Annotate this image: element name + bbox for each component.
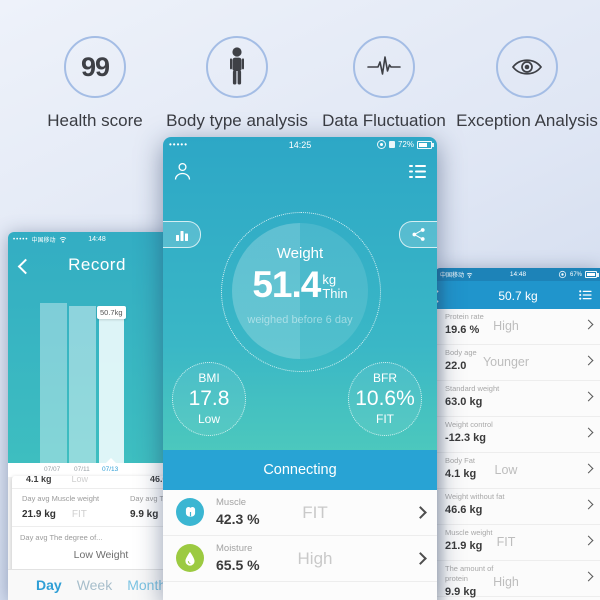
signal-dots: •••••	[13, 236, 29, 243]
metric-status: FIT	[71, 509, 87, 520]
status-bar: ••••• 中国移动 14:48	[8, 232, 186, 247]
feature-health-score: 99 Health score	[10, 36, 180, 131]
feature-data-fluctuation: Data Fluctuation	[299, 36, 469, 131]
record-summary-panel: 07/07 07/11 07/13 4.1 kg Low 46.6 kg Day…	[8, 458, 186, 600]
orientation-lock-icon	[376, 140, 386, 149]
pulse-icon	[353, 36, 415, 98]
status: Low	[71, 476, 89, 484]
person-icon	[206, 36, 268, 98]
selected-bar-notch	[106, 458, 116, 463]
score-99-badge: 99	[80, 51, 110, 82]
feature-label: Data Fluctuation	[322, 111, 446, 130]
battery-percent: 67%	[569, 271, 582, 278]
metric-row-weight-control[interactable]: Weight control -12.3 kg	[436, 417, 600, 453]
metric-row-amount-of-protein[interactable]: The amount of protein 9.9 kg High	[436, 561, 600, 598]
chart-x-axis: 07/07 07/11 07/13	[8, 458, 186, 477]
summary-row: Day avg The degree of... Low Weight	[12, 527, 182, 561]
bfr-dial: BFR 10.6% FIT	[348, 362, 422, 436]
detail-header: 50.7 kg	[436, 281, 600, 309]
feature-label: Exception Analysis	[456, 111, 598, 130]
header-weight-title: 50.7 kg	[498, 289, 538, 303]
weighed-note: weighed before 6 day	[247, 314, 353, 326]
date-tick[interactable]: 07/11	[74, 466, 90, 473]
eye-icon	[496, 36, 558, 98]
profile-icon[interactable]	[174, 162, 191, 181]
battery-percent: 72%	[397, 140, 414, 149]
status-time: 14:48	[88, 236, 106, 243]
metric-row-weight-without-fat[interactable]: Weight without fat 46.6 kg	[436, 489, 600, 525]
summary-row: Day avg Muscle weight 21.9 kg FIT Day av…	[12, 489, 182, 527]
weight-value: 51.4	[252, 264, 321, 305]
feature-exception-analysis: Exception Analysis	[442, 36, 600, 131]
metric-row-body-age[interactable]: Body age 22.0 Younger	[436, 345, 600, 381]
battery-icon	[417, 140, 434, 149]
metric-value: 9.9 kg	[130, 509, 159, 520]
metric-row-body-fat[interactable]: Body Fat 4.1 kg Low	[436, 453, 600, 489]
bmi-dial: BMI 17.8 Low	[172, 362, 246, 436]
tab-day[interactable]: Day	[36, 577, 62, 593]
muscle-row[interactable]: Muscle 42.3 % FIT	[163, 490, 437, 536]
list-menu-icon[interactable]	[579, 290, 592, 300]
list-menu-icon[interactable]	[409, 165, 426, 178]
metric-list: Protein rate 19.6 % High Body age 22.0 Y…	[436, 309, 600, 600]
wifi-icon	[466, 272, 473, 278]
metric-label: Day avg Muscle weight	[22, 494, 100, 503]
weight-unit: kg	[322, 272, 337, 287]
record-header: Record	[8, 247, 186, 281]
weight-bar-0711[interactable]	[69, 306, 96, 463]
metric-row-muscle-weight[interactable]: Muscle weight 21.9 kg FIT	[436, 525, 600, 561]
battery-icon	[585, 271, 599, 278]
droplet-icon	[176, 544, 204, 572]
wifi-icon	[59, 237, 66, 243]
share-button[interactable]	[399, 221, 437, 248]
bar-chart-icon	[175, 230, 188, 241]
period-tabs: Day Week Month	[8, 569, 186, 600]
right-phone-detail-screen: 中国移动 14:48 67% 50.7 kg Protein ra	[436, 268, 600, 600]
orientation-lock-icon	[558, 270, 567, 279]
moisture-row[interactable]: Moisture 65.5 % High	[163, 536, 437, 582]
status-bar: ••••• 14:25 72%	[163, 137, 437, 152]
metric-value: 21.9 kg	[22, 509, 56, 520]
signal-dots: •••••	[169, 140, 189, 149]
date-tick[interactable]: 07/07	[44, 466, 61, 473]
feature-label: Body type analysis	[166, 111, 308, 130]
weight-bar-0707[interactable]	[40, 303, 67, 463]
metric-rows: Muscle 42.3 % FIT Moisture 65.5 % High	[163, 490, 437, 600]
shield-icon	[388, 141, 395, 148]
share-icon	[412, 228, 425, 241]
metric-label: Day avg The degree of...	[20, 533, 103, 542]
feature-label: Health score	[47, 111, 143, 130]
muscle-icon	[176, 498, 204, 526]
connecting-button[interactable]: Connecting	[163, 450, 437, 490]
center-phone-weight-screen: ••••• 14:25 72%	[163, 137, 437, 600]
value: 4.1 kg	[26, 476, 52, 484]
health-score-icon: 99	[64, 36, 126, 98]
status-bar: 中国移动 14:48 67%	[436, 268, 600, 281]
carrier-label: 中国移动	[31, 238, 56, 244]
weight-status: Thin	[322, 286, 348, 301]
metric-row-protein-rate[interactable]: Protein rate 19.6 % High	[436, 309, 600, 345]
tab-week[interactable]: Week	[76, 577, 113, 593]
date-tick-active[interactable]: 07/13	[102, 466, 119, 473]
weight-dial: Weight 51.4 kg Thin weighed before 6 day	[221, 212, 381, 372]
metric-label: Day avg The	[130, 494, 173, 503]
status-time: 14:48	[509, 271, 527, 278]
status-time: 14:25	[288, 139, 312, 150]
carrier-label: 中国移动	[440, 273, 465, 279]
history-chart-button[interactable]	[163, 221, 201, 248]
feature-body-type: Body type analysis	[152, 36, 322, 131]
metric-status: Low Weight	[73, 549, 129, 561]
chevron-right-icon	[583, 571, 594, 582]
metric-row-standard-weight[interactable]: Standard weight 63.0 kg	[436, 381, 600, 417]
page-title: Record	[68, 255, 126, 274]
tab-month[interactable]: Month	[127, 577, 167, 593]
weight-label: Weight	[276, 245, 324, 262]
weight-bar-0713[interactable]	[99, 308, 124, 463]
left-phone-record-screen: ••••• 中国移动 14:48 Record 50.7kg 07/07 07/…	[8, 232, 186, 600]
weight-dial-inner: Weight 51.4 kg Thin weighed before 6 day	[232, 223, 368, 359]
summary-partial-row: 4.1 kg Low 46.6 kg	[12, 476, 182, 489]
bar-tooltip: 50.7kg	[97, 306, 126, 319]
